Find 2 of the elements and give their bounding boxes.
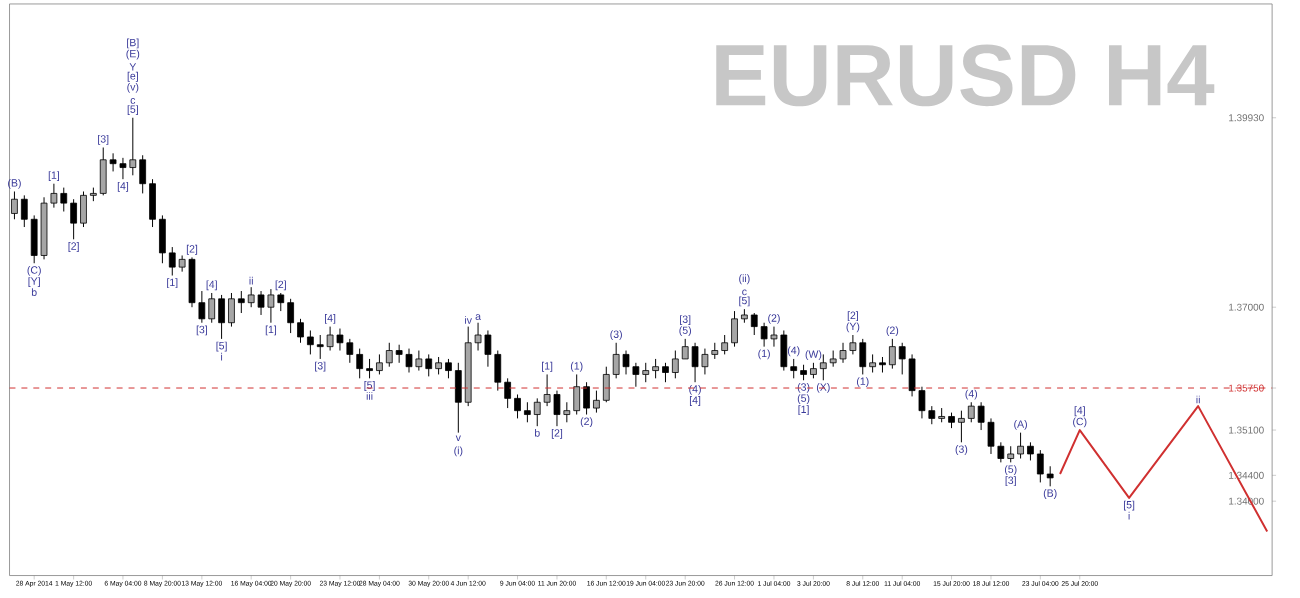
chart-title: EURUSD H4 — [716, 44, 1215, 107]
line-series — [1059, 405, 1269, 533]
